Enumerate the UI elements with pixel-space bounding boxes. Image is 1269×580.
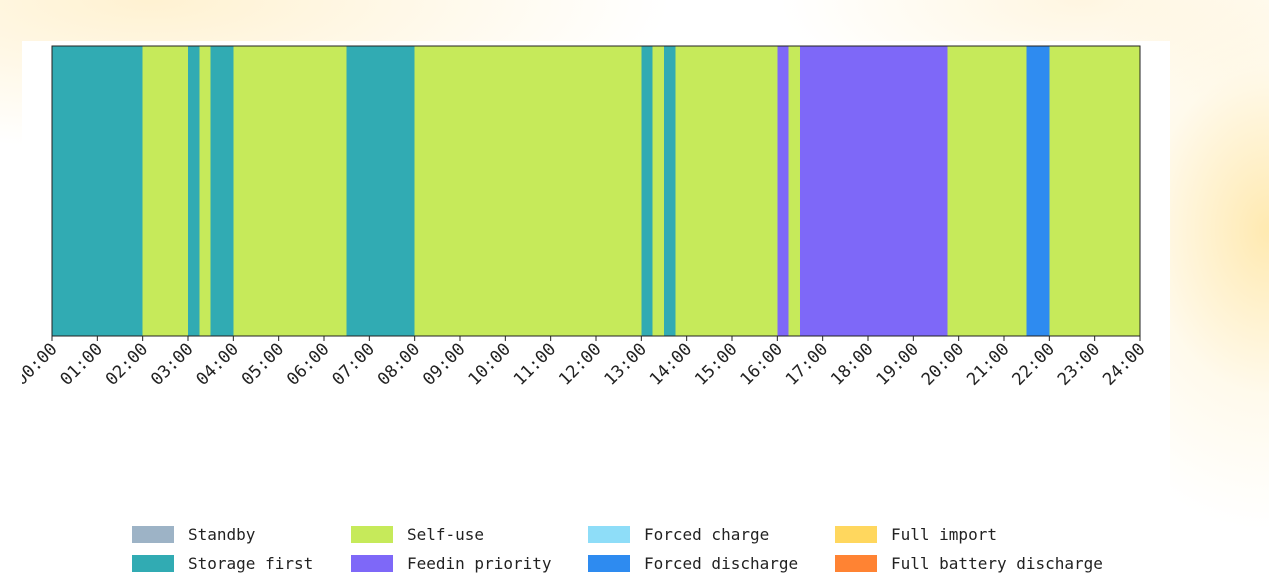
legend-label-storage-first: Storage first [188, 553, 314, 573]
legend-label-forced-charge: Forced charge [644, 524, 770, 544]
legend-item-full-import: Full import [835, 524, 997, 544]
segment-feedin-priority [777, 46, 789, 336]
x-tick-label: 11:00 [510, 339, 560, 389]
legend-swatch-self-use [351, 525, 393, 543]
legend-item-feedin-priority: Feedin priority [351, 553, 552, 573]
legend-swatch-full-import [835, 525, 877, 543]
legend-label-self-use: Self-use [407, 524, 485, 544]
x-tick-label: 14:00 [646, 339, 696, 389]
mode-timeline-chart: 00:0001:0002:0003:0004:0005:0006:0007:00… [22, 45, 1150, 390]
chart-legend: Standby Storage first Self-use Feedin pr… [132, 525, 1132, 575]
legend-swatch-standby [132, 525, 174, 543]
segment-storage-first [210, 46, 234, 336]
segment-self-use [947, 46, 1027, 336]
segment-self-use [675, 46, 778, 336]
x-tick-label: 23:00 [1054, 339, 1104, 389]
segment-storage-first [52, 46, 143, 336]
x-tick-label: 15:00 [691, 339, 741, 389]
legend-item-self-use: Self-use [351, 524, 485, 544]
x-tick-label: 21:00 [963, 339, 1013, 389]
legend-item-standby: Standby [132, 524, 256, 544]
segment-self-use [1049, 46, 1140, 336]
legend-label-full-battery-discharge: Full battery discharge [891, 553, 1103, 573]
x-tick-label: 03:00 [147, 339, 197, 389]
legend-swatch-full-battery-discharge [835, 554, 877, 572]
x-tick-label: 05:00 [238, 339, 288, 389]
segment-feedin-priority [800, 46, 948, 336]
x-tick-label: 16:00 [737, 339, 787, 389]
legend-label-full-import: Full import [891, 524, 997, 544]
segment-self-use [414, 46, 642, 336]
segment-storage-first [664, 46, 676, 336]
legend-item-forced-charge: Forced charge [588, 524, 770, 544]
legend-item-storage-first: Storage first [132, 553, 314, 573]
legend-item-full-battery-discharge: Full battery discharge [835, 553, 1103, 573]
segment-self-use [788, 46, 800, 336]
legend-item-forced-discharge: Forced discharge [588, 553, 799, 573]
x-tick-label: 17:00 [782, 339, 832, 389]
x-tick-label: 00:00 [22, 339, 62, 389]
segment-self-use [199, 46, 211, 336]
legend-swatch-feedin-priority [351, 554, 393, 572]
chart-card: 00:00 01:00 02:00 03:00 04:00 05:00 06:00 07:00… [22, 41, 1170, 580]
x-tick-label: 02:00 [102, 339, 152, 389]
segment-self-use [142, 46, 188, 336]
legend-label-standby: Standby [188, 524, 256, 544]
x-tick-label: 19:00 [873, 339, 923, 389]
x-tick-label: 01:00 [57, 339, 107, 389]
x-tick-label: 18:00 [827, 339, 877, 389]
legend-label-feedin-priority: Feedin priority [407, 553, 552, 573]
x-tick-label: 20:00 [918, 339, 968, 389]
x-tick-label: 13:00 [601, 339, 651, 389]
legend-swatch-storage-first [132, 554, 174, 572]
x-tick-label: 08:00 [374, 339, 424, 389]
legend-swatch-forced-charge [588, 525, 630, 543]
x-tick-label: 12:00 [555, 339, 605, 389]
x-tick-label: 07:00 [329, 339, 379, 389]
segment-storage-first [346, 46, 415, 336]
x-tick-label: 10:00 [465, 339, 515, 389]
segment-self-use [652, 46, 664, 336]
x-tick-label: 04:00 [193, 339, 243, 389]
segment-self-use [233, 46, 347, 336]
segment-forced-discharge [1026, 46, 1050, 336]
x-tick-label: 24:00 [1099, 339, 1149, 389]
x-tick-label: 06:00 [283, 339, 333, 389]
legend-swatch-forced-discharge [588, 554, 630, 572]
segment-storage-first [641, 46, 653, 336]
x-tick-label: 09:00 [419, 339, 469, 389]
legend-label-forced-discharge: Forced discharge [644, 553, 799, 573]
segment-storage-first [188, 46, 200, 336]
x-tick-label: 22:00 [1009, 339, 1059, 389]
